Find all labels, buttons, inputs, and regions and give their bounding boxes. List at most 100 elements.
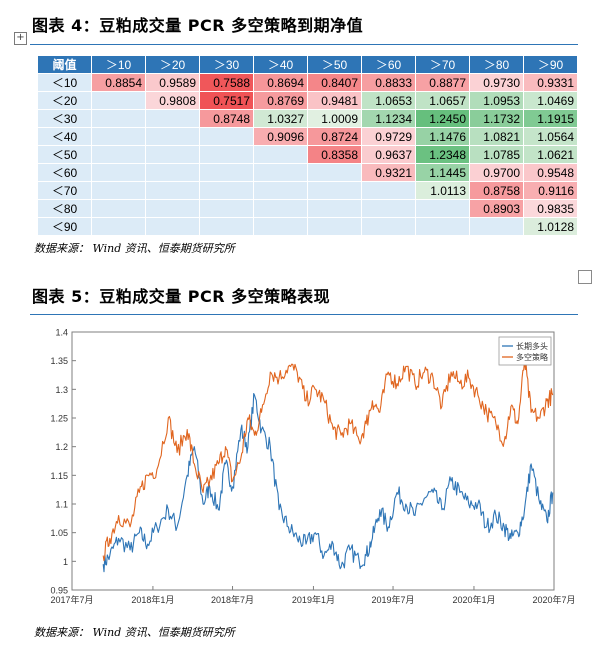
table-cell: 0.7588 [199, 73, 254, 92]
empty-cell [91, 199, 146, 218]
x-tick-label: 2017年7月 [50, 594, 93, 605]
empty-cell [145, 127, 200, 146]
x-tick-label: 2018年1月 [131, 594, 174, 605]
empty-cell [199, 217, 254, 236]
figure-5-title: 图表 5：豆粕成交量 PCR 多空策略表现 [32, 287, 331, 306]
y-tick-label: 1.05 [50, 528, 68, 538]
empty-cell [253, 199, 308, 218]
figure-4-rule [30, 44, 578, 45]
table-row: ＜50 0.8358 0.9637 1.2348 1.0785 1.0621 [37, 145, 578, 164]
row-header: ＜60 [37, 163, 92, 182]
row-header: ＜10 [37, 73, 92, 92]
row-header: ＜30 [37, 109, 92, 128]
column-header: ＞80 [469, 55, 524, 74]
x-tick-label: 2020年1月 [452, 594, 495, 605]
legend-box [498, 336, 552, 366]
empty-cell [145, 199, 200, 218]
row-header: ＜80 [37, 199, 92, 218]
table-cell: 0.8854 [91, 73, 146, 92]
empty-cell [307, 181, 362, 200]
empty-cell [253, 145, 308, 164]
table-cell: 0.9730 [469, 73, 524, 92]
column-header: ＞30 [199, 55, 254, 74]
series-line-long [102, 392, 554, 573]
table-row: ＜60 0.9321 1.1445 0.9700 0.9548 [37, 163, 578, 182]
table-row: ＜20 0.9808 0.7517 0.8769 0.9481 1.0653 1.0657 1… [37, 91, 578, 110]
table-cell: 0.9835 [523, 199, 578, 218]
table-cell: 0.8748 [199, 109, 254, 128]
table-cell: 0.8694 [253, 73, 308, 92]
table-cell: 1.1732 [469, 109, 524, 128]
column-header: ＞50 [307, 55, 362, 74]
checkbox[interactable] [578, 270, 592, 284]
table-row: ＜40 0.9096 0.8724 0.9729 1.1476 1.0821 1.0564 [37, 127, 578, 146]
empty-cell [361, 199, 416, 218]
x-tick-label: 2019年1月 [292, 594, 335, 605]
y-tick-label: 1.1 [55, 500, 68, 510]
table-cell: 0.8407 [307, 73, 362, 92]
empty-cell [145, 181, 200, 200]
figure-4-source: 数据来源： Wind 资讯、恒泰期货研究所 [34, 242, 235, 255]
table-cell: 0.9637 [361, 145, 416, 164]
empty-cell [199, 127, 254, 146]
empty-cell [361, 181, 416, 200]
empty-cell [253, 163, 308, 182]
y-tick-label: 1.25 [50, 414, 68, 424]
row-header: ＜40 [37, 127, 92, 146]
empty-cell [199, 145, 254, 164]
row-header: ＜70 [37, 181, 92, 200]
figure-5-rule [30, 314, 578, 315]
empty-cell [361, 217, 416, 236]
table-row: ＜90 1.0128 [37, 217, 578, 236]
table-cell: 1.0785 [469, 145, 524, 164]
y-tick-label: 1 [63, 557, 68, 567]
empty-cell [145, 145, 200, 164]
empty-cell [199, 181, 254, 200]
table-row: ＜70 1.0113 0.8758 0.9116 [37, 181, 578, 200]
row-header: ＜50 [37, 145, 92, 164]
column-header: ＞60 [361, 55, 416, 74]
y-tick-label: 1.3 [55, 385, 68, 395]
series-line-long-short [102, 360, 554, 562]
legend-label: 多空策略 [516, 352, 548, 362]
empty-cell [91, 163, 146, 182]
row-header: ＜90 [37, 217, 92, 236]
empty-cell [145, 109, 200, 128]
empty-cell [307, 163, 362, 182]
empty-cell [469, 217, 524, 236]
table-cell: 0.9729 [361, 127, 416, 146]
y-tick-label: 0.95 [50, 586, 68, 596]
table-cell: 0.8769 [253, 91, 308, 110]
empty-cell [415, 217, 470, 236]
table-row: ＜80 0.8903 0.9835 [37, 199, 578, 218]
table-cell: 1.0009 [307, 109, 362, 128]
table-cell: 1.0621 [523, 145, 578, 164]
table-row: ＜30 0.8748 1.0327 1.0009 1.1234 1.2450 1.1732 1… [37, 109, 578, 128]
empty-cell [199, 163, 254, 182]
empty-cell [91, 181, 146, 200]
empty-cell [415, 199, 470, 218]
column-header: ＞90 [523, 55, 578, 74]
table-cell: 0.9481 [307, 91, 362, 110]
y-tick-label: 1.35 [50, 356, 68, 366]
column-header: ＞20 [145, 55, 200, 74]
table-cell: 1.0128 [523, 217, 578, 236]
table-cell: 0.7517 [199, 91, 254, 110]
empty-cell [91, 109, 146, 128]
figure-5-source: 数据来源： Wind 资讯、恒泰期货研究所 [34, 626, 235, 639]
table-header-row: 阈值 ＞10 ＞20 ＞30 ＞40 ＞50 ＞60 ＞70 ＞80 ＞90 [37, 55, 578, 74]
table-cell: 1.0953 [469, 91, 524, 110]
table-corner-header: 阈值 [37, 55, 92, 74]
table-cell: 1.2450 [415, 109, 470, 128]
table-cell: 0.9331 [523, 73, 578, 92]
table-cell: 1.1476 [415, 127, 470, 146]
row-header: ＜20 [37, 91, 92, 110]
column-header: ＞40 [253, 55, 308, 74]
table-cell: 1.1445 [415, 163, 470, 182]
column-header: ＞70 [415, 55, 470, 74]
table-move-handle-icon[interactable]: + [14, 32, 27, 45]
empty-cell [199, 199, 254, 218]
table-cell: 0.9700 [469, 163, 524, 182]
table-cell: 0.8358 [307, 145, 362, 164]
empty-cell [307, 199, 362, 218]
